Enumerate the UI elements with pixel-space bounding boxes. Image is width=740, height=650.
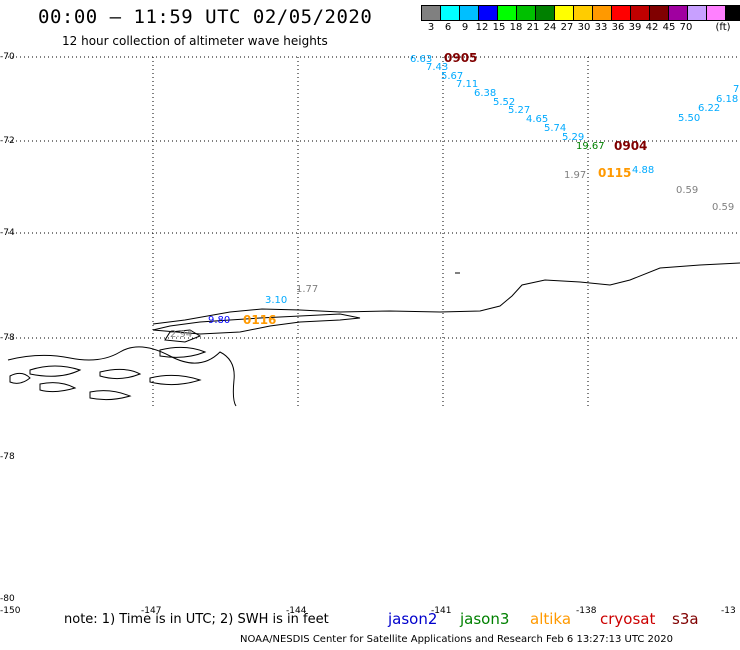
wave-height-label: 6.22 — [698, 103, 721, 114]
satellite-name: jason2 — [388, 610, 438, 628]
lon-label: -150 — [0, 606, 21, 616]
satellite-name: altika — [530, 610, 572, 628]
wave-height-label: 7 — [733, 84, 740, 95]
legend-label: 70 — [679, 22, 693, 33]
coast-south — [7, 346, 237, 407]
wave-height-label: 1.97 — [564, 170, 587, 181]
lat-label: -80 — [0, 594, 15, 604]
lon-label: -144 — [286, 606, 307, 616]
lat-label: -70 — [0, 52, 15, 62]
satellite-name: s3a — [672, 610, 699, 628]
pass-time-label: 0115 — [598, 166, 632, 180]
color-legend — [421, 5, 740, 21]
wave-height-label: 4.65 — [526, 114, 549, 125]
wave-height-label: 6.18 — [716, 94, 739, 105]
lon-label: -141 — [431, 606, 452, 616]
coast-island-4 — [149, 374, 202, 386]
satellite-name: cryosat — [600, 610, 656, 628]
island-1 — [164, 329, 202, 343]
wave-height-label: 1.77 — [296, 284, 319, 295]
legend-label: 3 — [427, 22, 435, 33]
legend-label: 30 — [577, 22, 591, 33]
legend-unit: (ft) — [715, 22, 731, 33]
coast-island-8 — [159, 346, 207, 358]
legend-label: 39 — [628, 22, 642, 33]
legend-label: 15 — [492, 22, 506, 33]
lon-label: -13 — [721, 606, 736, 616]
coast-island-2 — [29, 365, 82, 377]
wave-height-label: 0.59 — [676, 185, 699, 196]
wave-height-label: 5.50 — [678, 113, 701, 124]
wave-height-label: 5.74 — [544, 123, 567, 134]
lat-label: -72 — [0, 136, 15, 146]
lat-label: -78 — [0, 452, 15, 462]
legend-swatch — [725, 5, 740, 21]
wave-height-label: 9.80 — [208, 315, 231, 326]
satellite-name: jason3 — [460, 610, 510, 628]
coast-island-6 — [89, 390, 132, 401]
page-subtitle: 12 hour collection of altimeter wave hei… — [62, 34, 328, 48]
legend-label: 42 — [645, 22, 659, 33]
coast-island-3 — [99, 368, 142, 380]
pass-time-label: 0116 — [243, 313, 277, 327]
legend-label: 27 — [560, 22, 574, 33]
pass-time-label: 0905 — [444, 51, 478, 65]
wave-height-label: 2.94 — [170, 329, 193, 340]
wave-height-label: 5.67 — [441, 71, 464, 82]
wave-height-label: 0.59 — [712, 202, 735, 213]
page-title: 00:00 – 11:59 UTC 02/05/2020 — [38, 6, 373, 28]
coast-island-7 — [9, 372, 31, 384]
wave-height-label: 6.38 — [474, 88, 497, 99]
legend-label: 21 — [526, 22, 540, 33]
lon-label: -138 — [576, 606, 597, 616]
legend-label: 24 — [543, 22, 557, 33]
wave-height-label: 4.88 — [632, 165, 655, 176]
wave-height-label: 5.52 — [493, 97, 516, 108]
wave-height-label: 6.63 — [410, 54, 433, 65]
lat-label: -78 — [0, 333, 15, 343]
wave-height-label: 7.11 — [456, 79, 479, 90]
footer-note: note: 1) Time is in UTC; 2) SWH is in fe… — [64, 612, 329, 627]
legend-label: 18 — [509, 22, 523, 33]
credit-line: NOAA/NESDIS Center for Satellite Applica… — [240, 634, 673, 645]
wave-height-label: 3.10 — [265, 295, 288, 306]
wave-height-label: 5.27 — [508, 105, 531, 116]
lon-label: -147 — [141, 606, 162, 616]
legend-label: 9 — [461, 22, 469, 33]
legend-label: 12 — [475, 22, 489, 33]
coastline-inner — [152, 313, 361, 335]
legend-label: 33 — [594, 22, 608, 33]
pass-time-label: 0904 — [614, 139, 648, 153]
coast-island-5 — [39, 382, 77, 393]
ice-shelf-edge — [152, 262, 740, 325]
coastline — [7, 262, 740, 407]
legend-label: 45 — [662, 22, 676, 33]
legend-label: 36 — [611, 22, 625, 33]
legend-label: 6 — [444, 22, 452, 33]
wave-height-label: 7.43 — [426, 62, 449, 73]
wave-height-label: 5.29 — [562, 132, 585, 143]
wave-height-label: 19.67 — [576, 141, 605, 152]
lat-label: -74 — [0, 228, 15, 238]
color-legend-labels: 3 6 9 12 15 18 21 24 27 30 33 36 39 42 45 70 (ft) — [422, 22, 740, 34]
